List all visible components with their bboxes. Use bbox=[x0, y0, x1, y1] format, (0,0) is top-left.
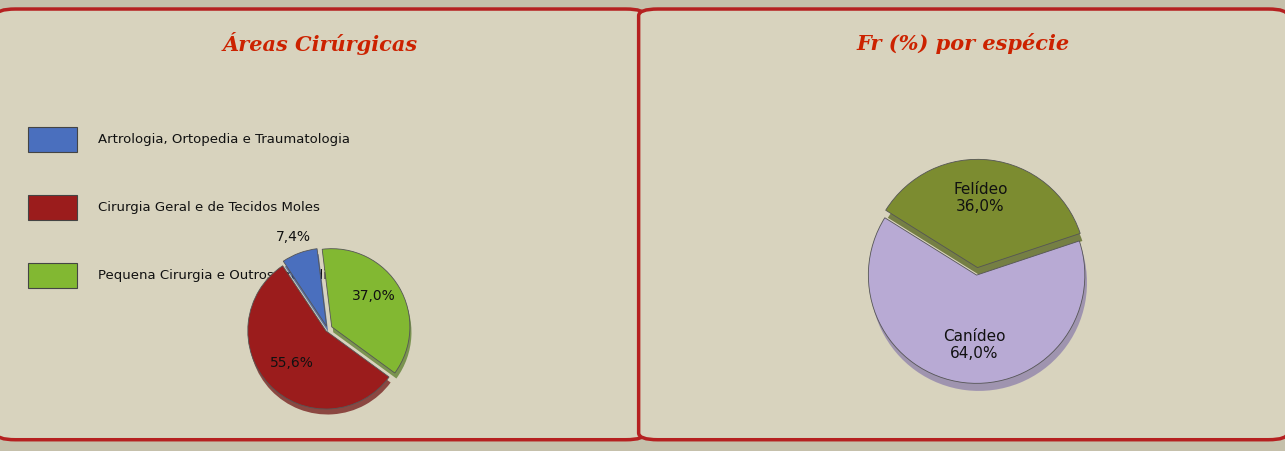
FancyBboxPatch shape bbox=[28, 262, 77, 288]
Wedge shape bbox=[249, 271, 391, 414]
Wedge shape bbox=[869, 218, 1085, 383]
Wedge shape bbox=[885, 159, 1081, 267]
Wedge shape bbox=[870, 226, 1087, 391]
Text: 7,4%: 7,4% bbox=[276, 230, 311, 244]
Text: 37,0%: 37,0% bbox=[352, 289, 396, 303]
Text: Artrologia, Ortopedia e Traumatologia: Artrologia, Ortopedia e Traumatologia bbox=[98, 133, 350, 146]
FancyBboxPatch shape bbox=[0, 9, 645, 440]
Wedge shape bbox=[283, 249, 326, 326]
Wedge shape bbox=[888, 167, 1082, 275]
Wedge shape bbox=[285, 254, 328, 332]
Wedge shape bbox=[324, 254, 411, 378]
Text: Pequena Cirurgia e Outros Procedimentos: Pequena Cirurgia e Outros Procedimentos bbox=[98, 269, 377, 281]
Text: Canídeo
64,0%: Canídeo 64,0% bbox=[943, 329, 1006, 361]
Text: Cirurgia Geral e de Tecidos Moles: Cirurgia Geral e de Tecidos Moles bbox=[98, 201, 320, 214]
FancyBboxPatch shape bbox=[639, 9, 1285, 440]
Text: Felídeo
36,0%: Felídeo 36,0% bbox=[953, 181, 1007, 214]
Text: 55,6%: 55,6% bbox=[270, 356, 314, 370]
FancyBboxPatch shape bbox=[28, 195, 77, 220]
Wedge shape bbox=[323, 249, 410, 373]
Text: Fr (%) por espécie: Fr (%) por espécie bbox=[857, 33, 1069, 54]
Wedge shape bbox=[248, 266, 389, 409]
FancyBboxPatch shape bbox=[28, 128, 77, 152]
Text: Áreas Cirúrgicas: Áreas Cirúrgicas bbox=[224, 32, 418, 55]
